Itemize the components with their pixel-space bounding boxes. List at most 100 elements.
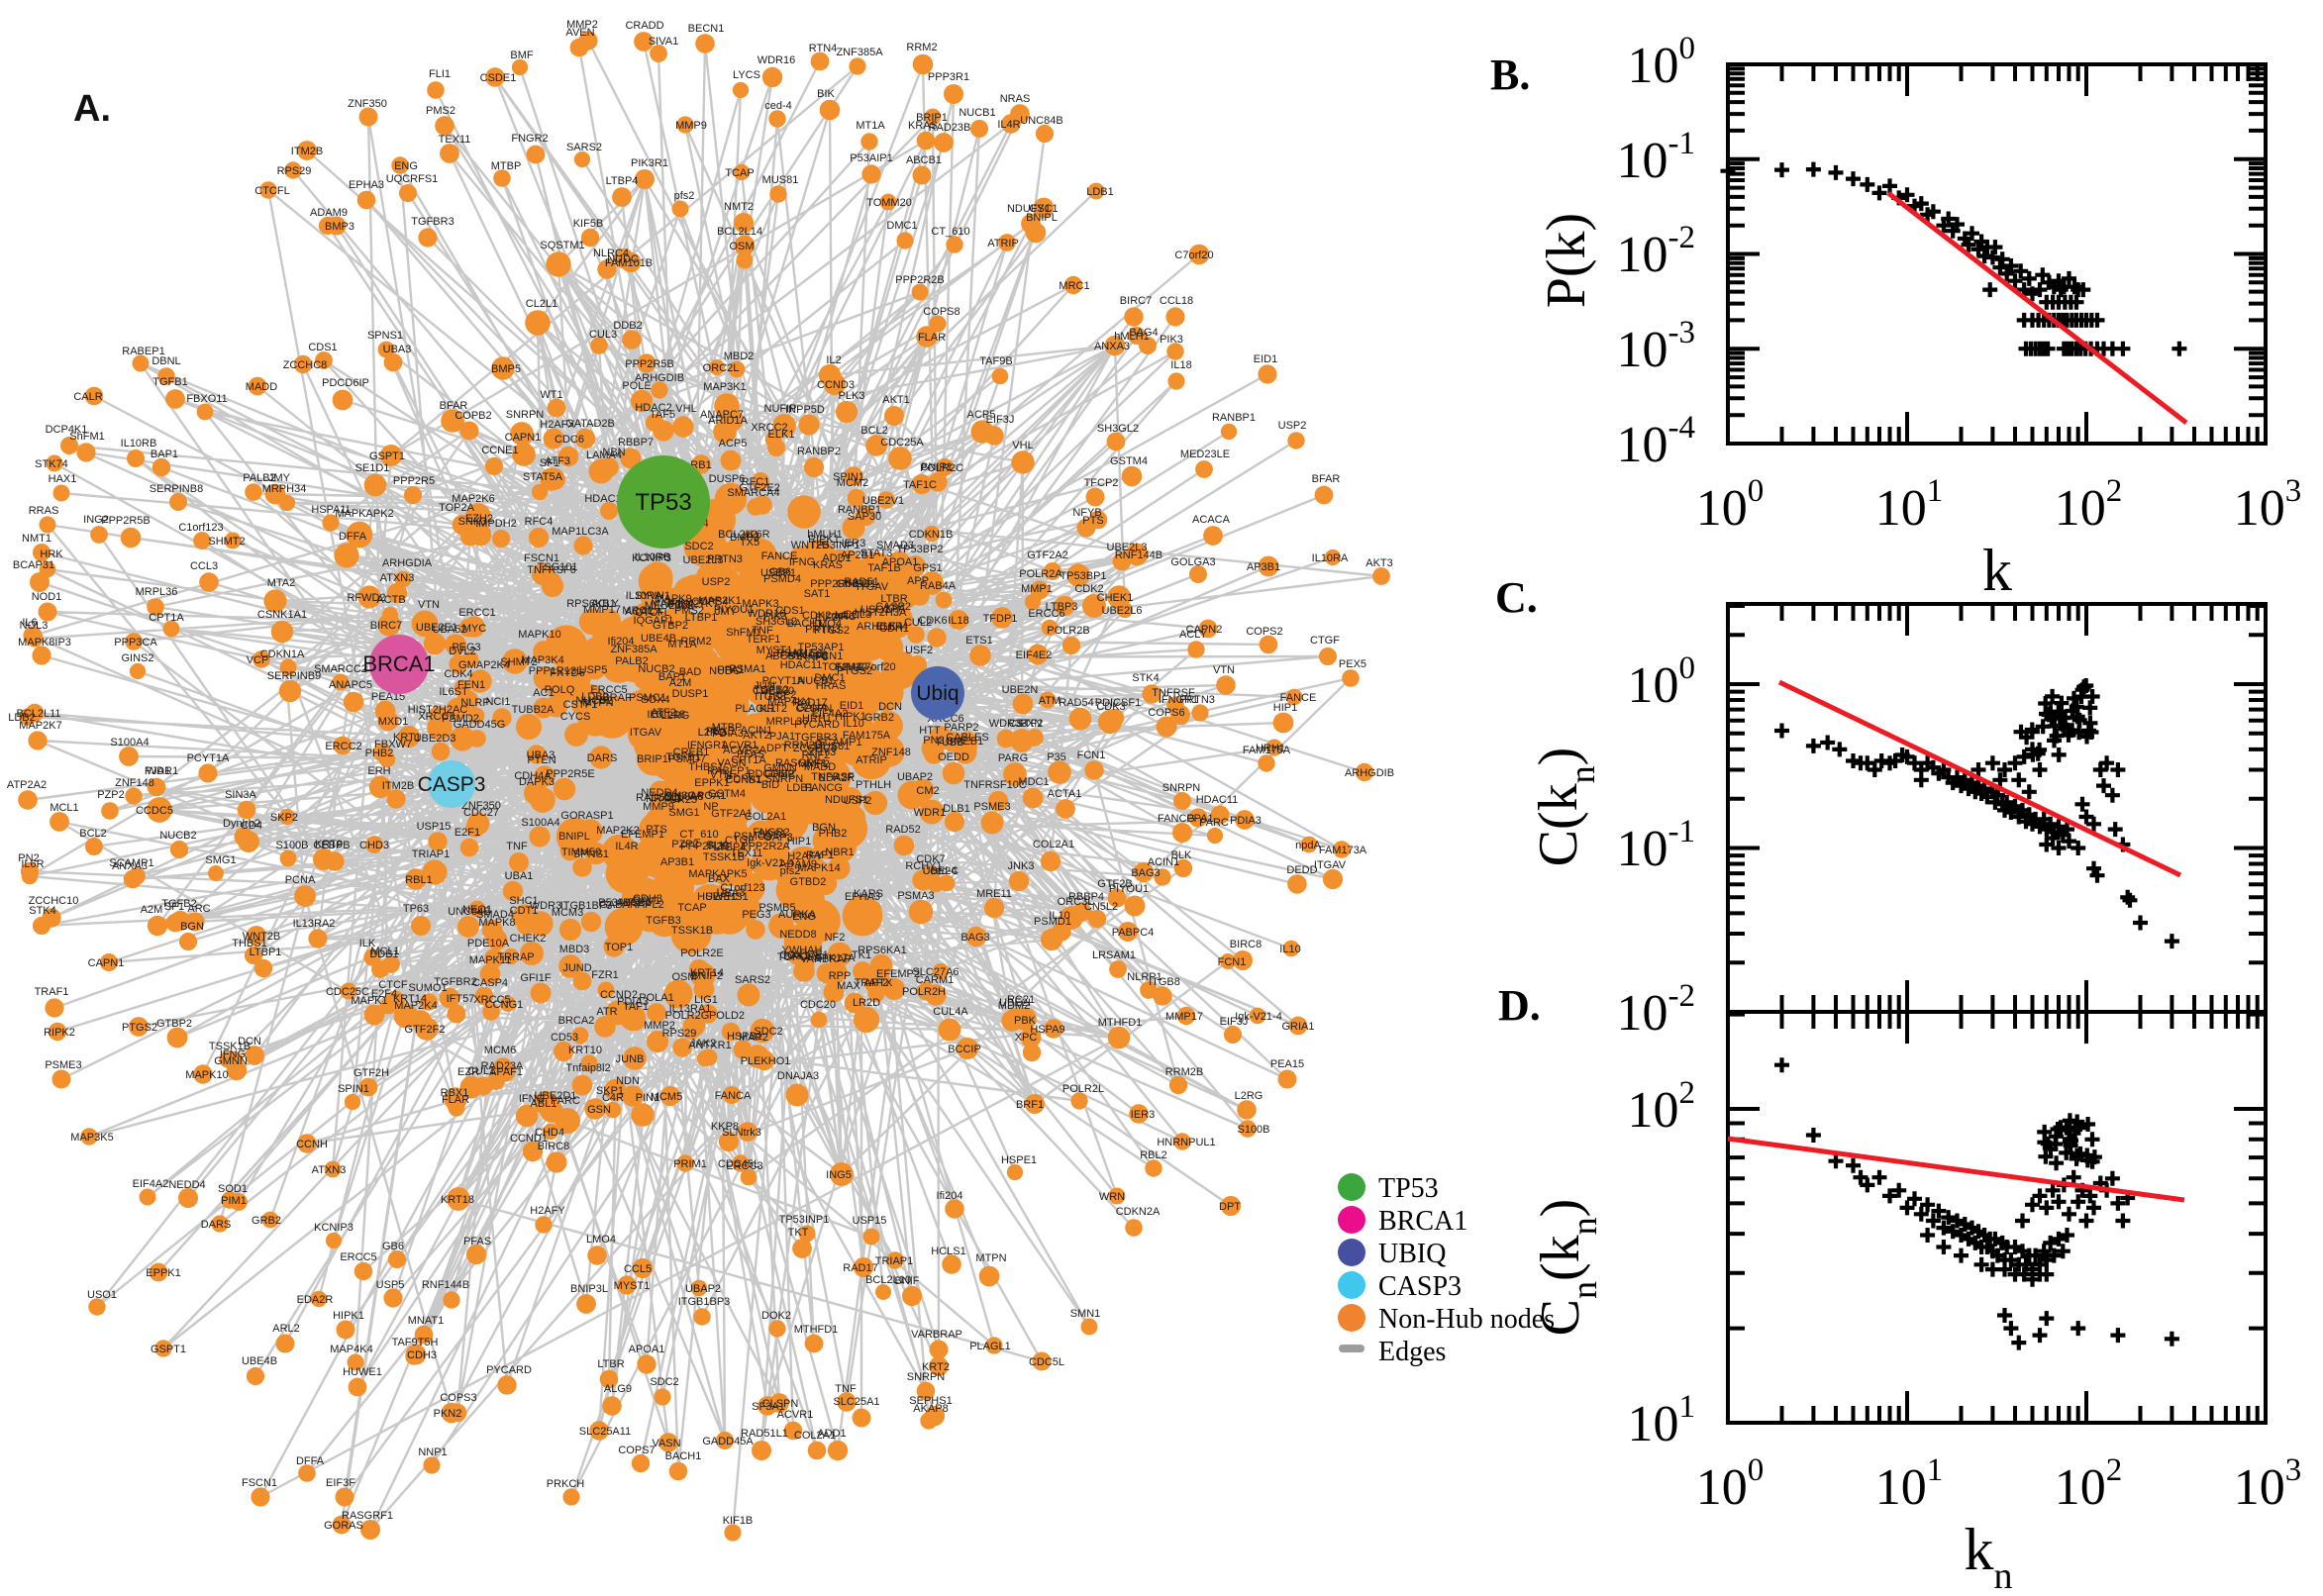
svg-text:PLAGL1: PLAGL1 bbox=[969, 1341, 1011, 1352]
svg-text:C1orf123: C1orf123 bbox=[178, 522, 223, 534]
svg-text:IL18: IL18 bbox=[1170, 359, 1191, 371]
svg-text:CDK6: CDK6 bbox=[918, 615, 947, 627]
svg-text:PTGS2: PTGS2 bbox=[122, 1022, 157, 1034]
svg-text:MAP3K1: MAP3K1 bbox=[703, 381, 746, 393]
svg-text:SDC2: SDC2 bbox=[684, 541, 713, 552]
svg-text:MAP3K4: MAP3K4 bbox=[521, 654, 563, 666]
svg-text:ITGB1BP3: ITGB1BP3 bbox=[560, 900, 613, 912]
svg-text:BMP3: BMP3 bbox=[325, 221, 354, 233]
svg-text:USO1: USO1 bbox=[87, 1289, 117, 1301]
svg-text:TP53: TP53 bbox=[1378, 1173, 1439, 1204]
svg-text:PIN1: PIN1 bbox=[636, 1092, 659, 1104]
svg-text:PSMD1: PSMD1 bbox=[1034, 916, 1071, 928]
svg-text:ELK1: ELK1 bbox=[768, 429, 795, 441]
svg-text:PDICSF1: PDICSF1 bbox=[1095, 697, 1141, 709]
svg-text:PRTN3: PRTN3 bbox=[1179, 694, 1215, 706]
svg-text:IFNGR1: IFNGR1 bbox=[687, 740, 727, 751]
svg-text:TFCP2: TFCP2 bbox=[1084, 477, 1119, 489]
svg-text:CTCF: CTCF bbox=[378, 979, 408, 991]
svg-text:MCM6: MCM6 bbox=[484, 1045, 516, 1056]
svg-text:GINS2: GINS2 bbox=[836, 578, 868, 590]
svg-text:FZR1: FZR1 bbox=[591, 969, 619, 981]
svg-text:HRH1: HRH1 bbox=[1256, 743, 1285, 754]
svg-text:DOK2: DOK2 bbox=[761, 1310, 791, 1322]
svg-text:HCLS1: HCLS1 bbox=[931, 1246, 965, 1257]
svg-text:SNRPN: SNRPN bbox=[765, 773, 804, 785]
svg-text:MTA2: MTA2 bbox=[267, 577, 296, 589]
svg-text:MDM2: MDM2 bbox=[998, 1000, 1030, 1012]
svg-text:TSG101: TSG101 bbox=[538, 561, 578, 573]
svg-text:L2RG: L2RG bbox=[698, 727, 727, 739]
svg-text:GB6: GB6 bbox=[769, 566, 791, 578]
svg-text:PPP3R1: PPP3R1 bbox=[928, 71, 969, 83]
svg-text:MAP2K1: MAP2K1 bbox=[698, 595, 741, 607]
svg-text:RAD23B: RAD23B bbox=[929, 122, 971, 134]
svg-text:PYCARD: PYCARD bbox=[794, 719, 840, 731]
svg-text:JUN: JUN bbox=[754, 680, 774, 692]
svg-text:MAP2K6: MAP2K6 bbox=[452, 493, 494, 505]
svg-text:HIP1: HIP1 bbox=[787, 836, 811, 848]
svg-text:RAD52: RAD52 bbox=[885, 824, 920, 836]
svg-text:CD53: CD53 bbox=[551, 1032, 578, 1044]
svg-text:IER3: IER3 bbox=[842, 538, 865, 549]
svg-text:COPS2: COPS2 bbox=[1246, 626, 1282, 638]
svg-text:MT1A: MT1A bbox=[667, 639, 697, 650]
svg-text:LTBR: LTBR bbox=[597, 1358, 624, 1370]
svg-text:TX5: TX5 bbox=[740, 537, 759, 549]
svg-text:NMT2: NMT2 bbox=[724, 201, 754, 213]
svg-text:PEG3: PEG3 bbox=[452, 642, 480, 653]
svg-text:XRCC5: XRCC5 bbox=[473, 994, 510, 1006]
svg-text:MRE11: MRE11 bbox=[976, 888, 1012, 900]
svg-text:NRAS: NRAS bbox=[1000, 93, 1031, 105]
svg-text:NF2: NF2 bbox=[825, 932, 846, 944]
svg-text:MTHFD1: MTHFD1 bbox=[794, 1324, 839, 1336]
svg-text:MMP17: MMP17 bbox=[1165, 1011, 1203, 1023]
svg-text:LRSAM1: LRSAM1 bbox=[770, 648, 814, 659]
svg-text:RIPK2: RIPK2 bbox=[44, 1027, 75, 1039]
svg-text:GMAP2K4: GMAP2K4 bbox=[458, 659, 510, 671]
svg-text:CDK7: CDK7 bbox=[916, 853, 945, 865]
svg-text:Ifi204: Ifi204 bbox=[608, 636, 635, 648]
svg-text:GSN: GSN bbox=[587, 1104, 611, 1116]
svg-text:FSCN1: FSCN1 bbox=[242, 1477, 277, 1489]
svg-text:BRCA1: BRCA1 bbox=[1378, 1206, 1467, 1237]
svg-text:USP2: USP2 bbox=[1278, 420, 1307, 432]
svg-text:OEDD: OEDD bbox=[938, 751, 969, 763]
svg-text:HIPK1: HIPK1 bbox=[835, 711, 866, 723]
svg-text:TRIAP1: TRIAP1 bbox=[412, 848, 451, 860]
svg-text:CUL4A: CUL4A bbox=[933, 1006, 968, 1018]
svg-text:TNF: TNF bbox=[835, 1383, 857, 1395]
svg-text:BRCA1: BRCA1 bbox=[362, 651, 435, 676]
svg-text:IL4R: IL4R bbox=[997, 119, 1020, 131]
svg-text:TCAP: TCAP bbox=[677, 902, 706, 914]
svg-text:COPS6: COPS6 bbox=[1148, 707, 1184, 719]
svg-text:DMC1: DMC1 bbox=[886, 220, 917, 232]
svg-text:KRT14: KRT14 bbox=[690, 967, 724, 979]
svg-text:NP: NP bbox=[703, 801, 718, 813]
svg-text:IL6: IL6 bbox=[22, 617, 37, 629]
svg-text:GABARAPL2: GABARAPL2 bbox=[599, 899, 663, 911]
svg-text:SLC27A6: SLC27A6 bbox=[912, 966, 959, 978]
svg-text:DDB2: DDB2 bbox=[613, 320, 642, 332]
svg-text:CCL18: CCL18 bbox=[652, 709, 685, 721]
svg-text:CSTF2: CSTF2 bbox=[1009, 718, 1044, 730]
svg-text:MTPN: MTPN bbox=[582, 697, 613, 709]
svg-text:ACVR2A: ACVR2A bbox=[723, 745, 767, 756]
svg-text:EIF3F: EIF3F bbox=[815, 612, 845, 624]
svg-text:GTF2H: GTF2H bbox=[354, 1067, 389, 1079]
svg-text:ATRIP: ATRIP bbox=[856, 754, 887, 766]
svg-text:MAP4K4: MAP4K4 bbox=[330, 1344, 372, 1355]
svg-text:SIN3A: SIN3A bbox=[225, 789, 256, 801]
svg-text:SPIN1: SPIN1 bbox=[338, 1083, 369, 1095]
svg-text:RAB4A: RAB4A bbox=[920, 580, 957, 592]
svg-text:PPP1R13L: PPP1R13L bbox=[529, 665, 582, 677]
svg-text:RABEP1: RABEP1 bbox=[122, 346, 164, 357]
svg-text:POLQ: POLQ bbox=[545, 684, 575, 696]
svg-text:pfs2: pfs2 bbox=[674, 190, 695, 202]
svg-text:BMP3: BMP3 bbox=[730, 532, 759, 544]
svg-text:VTN: VTN bbox=[1213, 664, 1235, 676]
svg-text:IFT57: IFT57 bbox=[447, 993, 475, 1005]
svg-text:RASGRF1: RASGRF1 bbox=[775, 757, 827, 769]
svg-text:TGFBR2: TGFBR2 bbox=[434, 976, 476, 988]
svg-text:USP5: USP5 bbox=[579, 664, 608, 676]
